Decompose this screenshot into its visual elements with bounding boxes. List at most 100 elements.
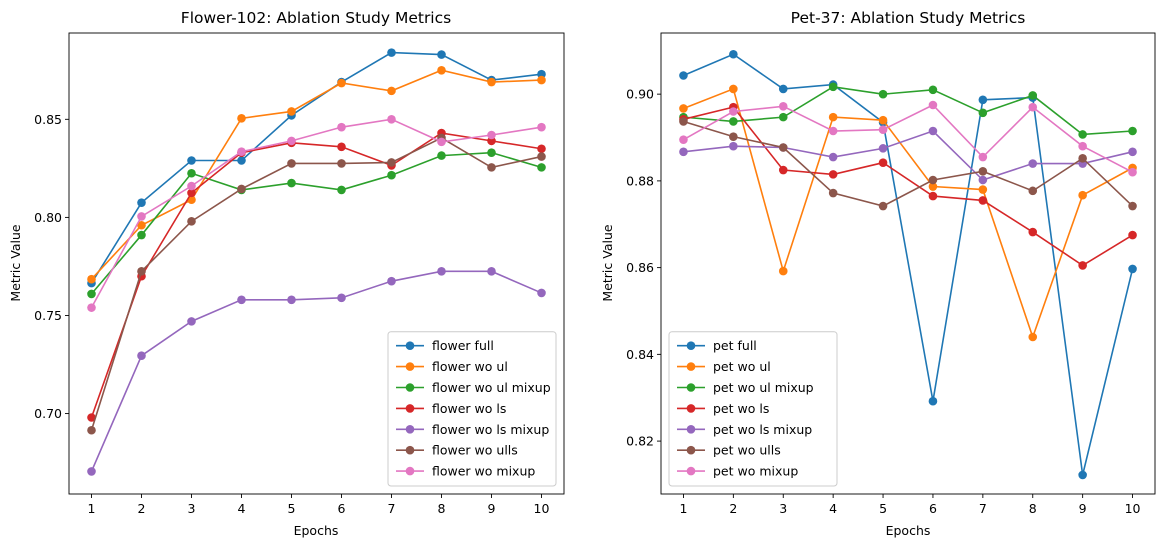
data-point: [679, 135, 688, 144]
data-point: [87, 289, 96, 299]
y-tick-label: 0.70: [34, 406, 62, 421]
data-point: [237, 184, 246, 194]
data-point: [1078, 470, 1087, 480]
data-point: [87, 425, 96, 435]
y-tick-label: 0.75: [34, 308, 62, 323]
data-point: [237, 295, 246, 305]
legend-box: [387, 331, 557, 487]
data-point: [778, 112, 788, 122]
data-point: [137, 198, 146, 207]
legend-swatch-marker: [686, 445, 696, 455]
data-point: [187, 188, 196, 198]
data-point: [1028, 91, 1038, 100]
x-tick-label: 2: [729, 501, 737, 516]
data-point: [778, 143, 788, 152]
series-flower-wo-ls-mixup: [87, 267, 546, 476]
data-point: [487, 148, 496, 157]
series-flower-full: [87, 48, 546, 288]
legend-item: pet wo mixup: [677, 464, 798, 479]
data-point: [828, 170, 838, 179]
data-point: [778, 165, 788, 175]
legend-swatch-marker: [405, 383, 415, 392]
legend-item: pet wo ulls: [677, 443, 781, 458]
legend-label: pet wo ul mixup: [713, 380, 814, 395]
data-point: [878, 125, 888, 135]
data-point: [237, 114, 246, 123]
data-point: [537, 288, 546, 298]
legend-label: pet wo ls mixup: [713, 422, 812, 437]
data-point: [387, 115, 396, 124]
data-point: [237, 147, 246, 156]
data-point: [437, 137, 446, 147]
data-point: [537, 75, 546, 85]
data-point: [1028, 186, 1038, 196]
data-point: [137, 212, 146, 221]
data-point: [828, 82, 838, 92]
data-point: [537, 144, 546, 154]
series-line: [683, 53, 1134, 476]
series-line: [683, 130, 1133, 181]
legend-label: pet full: [713, 338, 757, 353]
data-point: [778, 266, 788, 276]
legend-item: flower wo mixup: [396, 464, 535, 479]
legend-swatch-marker: [405, 404, 415, 413]
series-line: [683, 106, 1133, 267]
data-point: [828, 152, 838, 162]
legend-item: pet wo ul: [677, 359, 771, 374]
data-point: [337, 122, 346, 132]
data-point: [878, 89, 888, 99]
legend-swatch-marker: [686, 383, 696, 392]
data-point: [387, 170, 396, 180]
plot-area: [87, 48, 546, 476]
data-point: [1028, 332, 1038, 342]
x-tick-label: 10: [1125, 501, 1141, 516]
data-point: [387, 48, 396, 57]
data-point: [337, 159, 346, 168]
data-point: [1128, 230, 1137, 240]
data-point: [87, 303, 96, 312]
data-point: [1028, 227, 1038, 237]
data-point: [1128, 126, 1137, 136]
y-tick-label: 0.82: [626, 434, 654, 449]
data-point: [237, 156, 246, 165]
data-point: [537, 163, 546, 172]
data-point: [87, 467, 96, 476]
data-point: [437, 267, 446, 276]
data-point: [928, 85, 938, 95]
data-point: [978, 152, 988, 162]
legend-swatch-marker: [686, 341, 696, 351]
series-flower-wo-mixup: [87, 115, 546, 312]
data-point: [729, 49, 738, 59]
legend-swatch-marker: [686, 362, 696, 371]
x-tick-label: 7: [979, 501, 987, 516]
series-line: [683, 104, 1133, 173]
x-tick-label: 4: [829, 501, 837, 516]
data-point: [137, 267, 146, 276]
data-point: [537, 122, 546, 132]
data-point: [729, 84, 738, 94]
plot-area: [679, 49, 1137, 480]
legend-label: pet wo mixup: [713, 464, 798, 479]
legend-item: flower wo ls mixup: [396, 422, 549, 437]
series-pet-wo-ls: [679, 102, 1137, 270]
x-tick-label: 5: [879, 501, 887, 516]
data-point: [828, 126, 838, 136]
data-point: [928, 182, 938, 191]
data-point: [287, 178, 296, 188]
series-line: [90, 132, 542, 418]
legend-item: flower full: [396, 338, 494, 353]
data-point: [778, 84, 788, 94]
legend-swatch-marker: [686, 466, 696, 476]
data-point: [878, 201, 888, 211]
series-pet-full: [679, 49, 1137, 480]
series-line: [90, 69, 542, 280]
legend-label: flower wo ul mixup: [432, 380, 551, 395]
data-point: [878, 144, 888, 153]
x-tick-label: 6: [338, 501, 346, 516]
legend-item: flower wo ul mixup: [396, 380, 551, 395]
data-point: [1028, 102, 1038, 112]
data-point: [137, 220, 146, 230]
legend-label: pet wo ulls: [713, 443, 781, 458]
x-tick-label: 8: [438, 501, 446, 516]
